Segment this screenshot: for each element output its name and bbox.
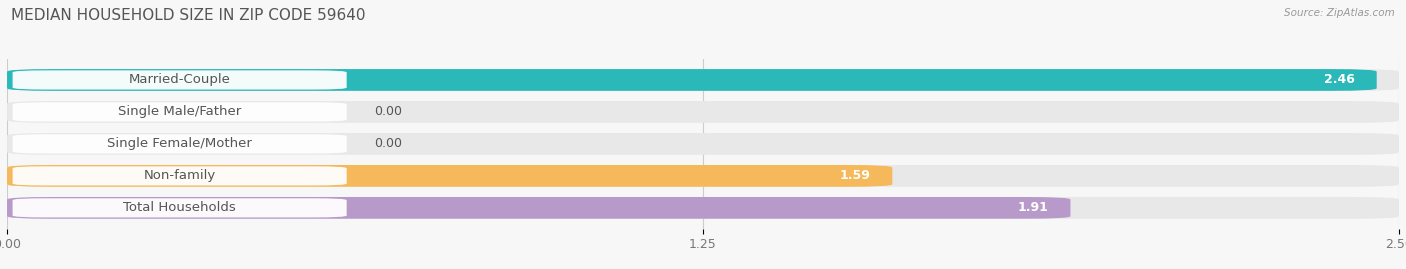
FancyBboxPatch shape	[7, 165, 1399, 187]
FancyBboxPatch shape	[7, 133, 1399, 155]
Text: 0.00: 0.00	[374, 137, 402, 150]
Text: Total Households: Total Households	[124, 201, 236, 214]
FancyBboxPatch shape	[13, 166, 347, 186]
FancyBboxPatch shape	[13, 134, 347, 154]
Text: Single Female/Mother: Single Female/Mother	[107, 137, 252, 150]
Text: Single Male/Father: Single Male/Father	[118, 105, 242, 118]
FancyBboxPatch shape	[13, 102, 347, 122]
FancyBboxPatch shape	[7, 165, 893, 187]
Text: 0.00: 0.00	[374, 105, 402, 118]
Text: 2.46: 2.46	[1323, 73, 1354, 86]
Text: MEDIAN HOUSEHOLD SIZE IN ZIP CODE 59640: MEDIAN HOUSEHOLD SIZE IN ZIP CODE 59640	[11, 8, 366, 23]
FancyBboxPatch shape	[7, 197, 1399, 219]
FancyBboxPatch shape	[7, 69, 1376, 91]
Text: Source: ZipAtlas.com: Source: ZipAtlas.com	[1284, 8, 1395, 18]
Text: 1.91: 1.91	[1018, 201, 1049, 214]
Text: Married-Couple: Married-Couple	[129, 73, 231, 86]
Text: 1.59: 1.59	[839, 169, 870, 182]
FancyBboxPatch shape	[13, 70, 347, 90]
FancyBboxPatch shape	[7, 69, 1399, 91]
FancyBboxPatch shape	[7, 101, 1399, 123]
FancyBboxPatch shape	[7, 197, 1070, 219]
Text: Non-family: Non-family	[143, 169, 215, 182]
FancyBboxPatch shape	[13, 198, 347, 217]
